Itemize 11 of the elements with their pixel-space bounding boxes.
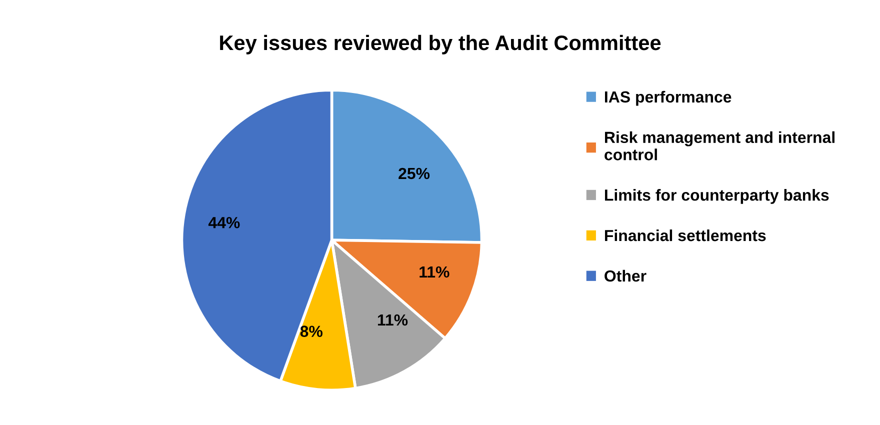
legend-label: Risk management and internal control <box>604 131 834 160</box>
data-label: 8% <box>300 326 322 337</box>
legend-label: Financial settlements <box>605 229 766 242</box>
chart-title: Key issues reviewed by the Audit Committee <box>220 34 661 54</box>
legend-label: Limits for counterparty banks <box>605 189 829 204</box>
data-label: 11% <box>420 266 450 278</box>
legend-label: IAS performance <box>605 90 732 106</box>
data-label: 11% <box>378 314 408 326</box>
legend-label: Other <box>604 270 646 282</box>
data-label: 25% <box>398 168 430 180</box>
data-label: 44% <box>208 216 240 228</box>
